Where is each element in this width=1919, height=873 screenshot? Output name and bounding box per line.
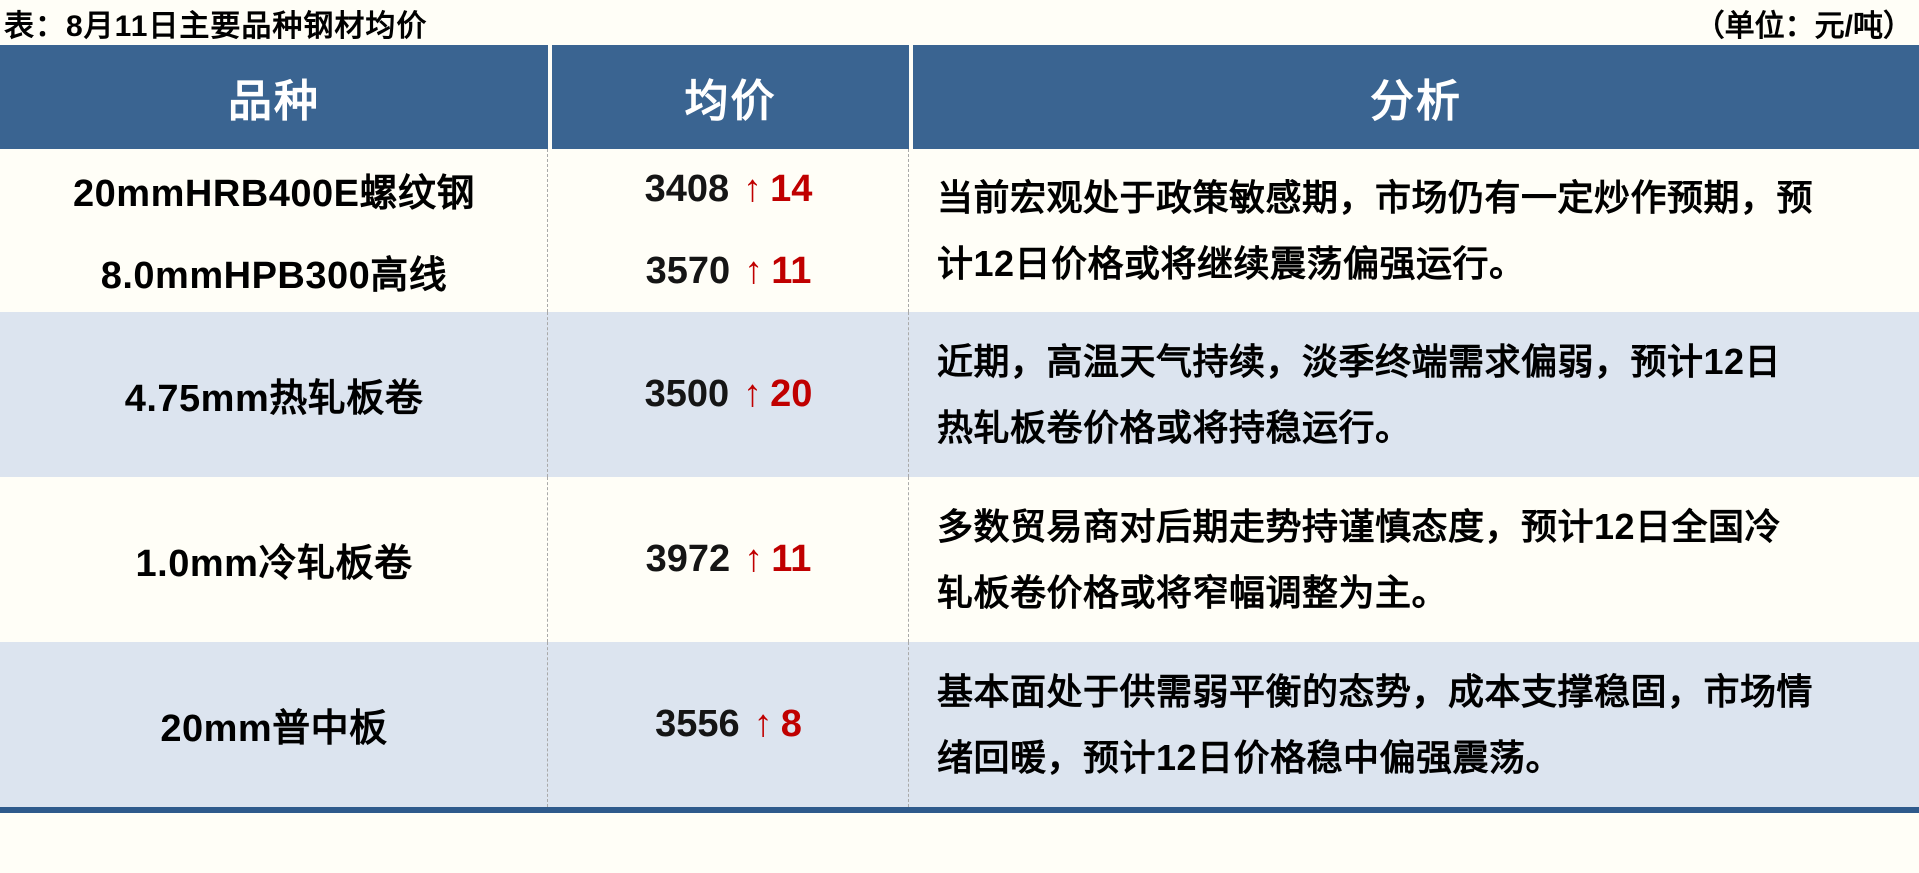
- table-header-row: 品种 均价 分析: [0, 45, 1919, 149]
- up-arrow-icon: ↑: [743, 168, 763, 211]
- price-change: 11: [771, 249, 812, 292]
- price-line: 3556 ↑ 8: [655, 703, 802, 746]
- price-value: 3972: [645, 538, 731, 580]
- price-cell: 3556 ↑ 8: [547, 642, 909, 807]
- up-arrow-icon: ↑: [744, 538, 764, 580]
- variety-cell: 1.0mm冷轧板卷: [0, 477, 548, 642]
- price-cell: 3972 ↑ 11: [547, 477, 909, 642]
- analysis-text: 基本面处于供需弱平衡的态势，成本支撑稳固，市场情 绪回暖，预计12日价格稳中偏强…: [908, 642, 1919, 807]
- column-header-variety: 品种: [228, 77, 320, 126]
- variety-name: 20mm普中板: [160, 708, 388, 750]
- footer-space: [0, 813, 1919, 867]
- price-change: 11: [771, 538, 812, 580]
- variety-cell: 20mmHRB400E螺纹钢 8.0mmHPB300高线: [0, 149, 548, 312]
- price-value: 3556: [655, 703, 740, 745]
- analysis-text: 近期，高温天气持续，淡季终端需求偏弱，预计12日 热轧板卷价格或将持稳运行。: [908, 312, 1919, 477]
- price-value: 3408: [644, 168, 730, 211]
- variety-cell: 4.75mm热轧板卷: [0, 312, 548, 477]
- price-change: 14: [770, 168, 813, 211]
- price-line: 3570 ↑ 11: [646, 250, 812, 293]
- price-change: 8: [780, 703, 802, 745]
- column-header-analysis: 分析: [909, 45, 1919, 149]
- unit-label: （单位：元/吨）: [1694, 9, 1913, 43]
- up-arrow-icon: ↑: [744, 249, 764, 292]
- analysis-text: 当前宏观处于政策敏感期，市场仍有一定炒作预期，预 计12日价格或将继续震荡偏强运…: [908, 149, 1919, 312]
- up-arrow-icon: ↑: [753, 703, 773, 745]
- table-row: 20mm普中板 3556 ↑ 8 基本面处于供需弱平衡的态势，成本支撑稳固，市场…: [0, 642, 1919, 807]
- table-row: 4.75mm热轧板卷 3500 ↑ 20 近期，高温天气持续，淡季终端需求偏弱，…: [0, 312, 1919, 477]
- price-cell: 3500 ↑ 20: [547, 312, 909, 477]
- variety-name: 4.75mm热轧板卷: [124, 378, 424, 420]
- price-cell: 3408 ↑ 14 3570 ↑ 11: [547, 149, 909, 312]
- title-bar: 表：8月11日主要品种钢材均价 （单位：元/吨）: [0, 0, 1919, 45]
- variety-cell: 20mm普中板: [0, 642, 548, 807]
- up-arrow-icon: ↑: [743, 373, 763, 415]
- variety-name: 20mmHRB400E螺纹钢: [73, 173, 475, 216]
- price-line: 3972 ↑ 11: [646, 538, 812, 581]
- price-change: 20: [770, 373, 813, 415]
- table-row: 20mmHRB400E螺纹钢 8.0mmHPB300高线 3408 ↑ 14 3…: [0, 149, 1919, 312]
- price-value: 3570: [645, 249, 731, 292]
- table-row: 1.0mm冷轧板卷 3972 ↑ 11 多数贸易商对后期走势持谨慎态度，预计12…: [0, 477, 1919, 642]
- column-header-price: 均价: [548, 45, 909, 149]
- analysis-text: 多数贸易商对后期走势持谨慎态度，预计12日全国冷 轧板卷价格或将窄幅调整为主。: [908, 477, 1919, 642]
- table-bottom-rule: [0, 807, 1919, 813]
- price-line: 3408 ↑ 14: [645, 168, 813, 211]
- variety-name: 1.0mm冷轧板卷: [135, 543, 413, 585]
- price-line: 3500 ↑ 20: [645, 373, 813, 416]
- steel-price-table: 品种 均价 分析 20mmHRB400E螺纹钢 8.0mmHPB300高线 34…: [0, 45, 1919, 813]
- table-title: 表：8月11日主要品种钢材均价: [4, 9, 428, 43]
- price-value: 3500: [644, 373, 730, 415]
- variety-name: 8.0mmHPB300高线: [100, 254, 448, 297]
